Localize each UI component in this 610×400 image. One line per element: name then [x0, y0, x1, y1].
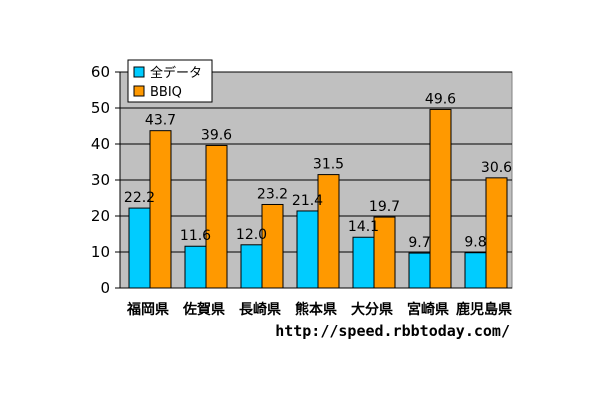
y-tick-label: 40 — [91, 135, 110, 153]
bar-all-data — [352, 236, 375, 289]
y-tick-label: 60 — [91, 63, 110, 81]
bar-all-data — [184, 245, 207, 289]
bar-bbiq — [261, 203, 284, 289]
bar-bbiq — [149, 130, 172, 289]
data-label-bbiq: 30.6 — [481, 160, 512, 176]
data-label-all-data: 11.6 — [180, 228, 211, 244]
bars — [128, 108, 508, 289]
y-tick-label: 20 — [91, 207, 110, 225]
legend-swatch-bbiq — [133, 85, 145, 97]
data-label-all-data: 9.8 — [464, 235, 486, 251]
category-label: 大分県 — [351, 301, 393, 318]
bar-bbiq — [317, 174, 340, 289]
data-label-all-data: 9.7 — [408, 235, 430, 251]
category-label: 熊本県 — [295, 301, 337, 318]
category-label: 鹿児島県 — [455, 301, 512, 318]
data-label-all-data: 22.2 — [124, 190, 155, 206]
data-label-bbiq: 23.2 — [257, 186, 288, 202]
data-labels: 22.2 43.7 11.6 39.6 12.0 23.2 21.4 31.5 14.1 19.7… — [124, 91, 512, 251]
y-tick-label: 10 — [91, 243, 110, 261]
data-label-bbiq: 31.5 — [313, 157, 344, 173]
y-axis-ticks: 0 10 20 30 40 50 60 — [91, 63, 512, 297]
y-tick-label: 30 — [91, 171, 110, 189]
legend-label-all-data: 全データ — [150, 65, 202, 81]
category-label: 長崎県 — [239, 301, 281, 318]
bar-bbiq — [429, 108, 452, 289]
data-label-bbiq: 39.6 — [201, 127, 232, 143]
legend: 全データ BBIQ — [127, 59, 213, 103]
data-label-bbiq: 19.7 — [369, 199, 400, 215]
y-tick-label: 0 — [100, 279, 110, 297]
category-label: 佐賀県 — [182, 301, 225, 318]
bar-bbiq — [205, 144, 228, 289]
data-label-bbiq: 43.7 — [145, 113, 176, 129]
category-label: 宮崎県 — [407, 301, 449, 318]
bar-all-data — [408, 252, 431, 289]
bar-bbiq — [485, 177, 508, 289]
data-label-all-data: 21.4 — [292, 193, 323, 209]
legend-label-bbiq: BBIQ — [150, 85, 182, 100]
bar-all-data — [296, 210, 319, 289]
category-label: 福岡県 — [126, 301, 169, 318]
data-label-all-data: 14.1 — [348, 219, 379, 235]
data-label-all-data: 12.0 — [236, 227, 267, 243]
x-axis-categories: 福岡県 佐賀県 長崎県 熊本県 大分県 宮崎県 鹿児島県 — [126, 301, 512, 318]
data-label-bbiq: 49.6 — [425, 91, 456, 107]
bar-all-data — [464, 252, 487, 289]
bar-all-data — [240, 244, 263, 289]
bar-all-data — [128, 207, 151, 289]
legend-swatch-all-data — [133, 66, 145, 78]
y-tick-label: 50 — [91, 99, 110, 117]
source-url: http://speed.rbbtoday.com/ — [275, 322, 510, 340]
